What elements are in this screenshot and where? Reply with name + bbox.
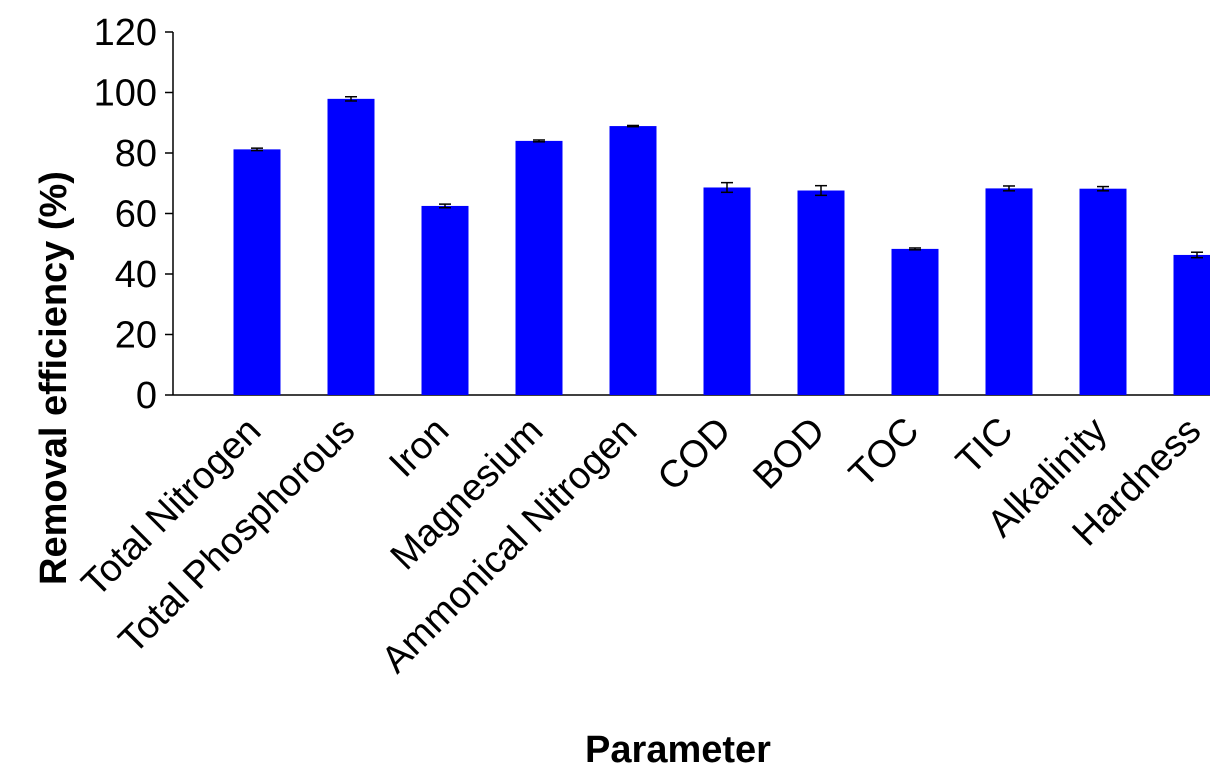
x-tick-label: COD <box>650 410 739 499</box>
bar <box>421 205 469 395</box>
bar <box>609 126 657 395</box>
bar <box>327 98 375 395</box>
bar <box>703 187 751 395</box>
y-tick-label: 120 <box>94 12 157 54</box>
y-axis: 0 20 40 60 80 100 120 <box>94 12 174 417</box>
y-axis-title: Removal efficiency (%) <box>33 171 75 585</box>
x-tick-label: TOC <box>841 410 927 496</box>
y-tick-label: 0 <box>136 375 157 417</box>
bar <box>797 190 845 395</box>
bar <box>1079 188 1127 395</box>
x-axis-title: Parameter <box>585 729 771 771</box>
x-tick-label: Iron <box>381 410 457 486</box>
bar <box>515 140 563 395</box>
y-tick-label: 100 <box>94 73 157 115</box>
y-tick-label: 60 <box>115 194 157 236</box>
x-tick-label: BOD <box>745 410 833 498</box>
bar <box>985 188 1033 395</box>
x-tick-label: TIC <box>948 410 1021 483</box>
y-tick-label: 80 <box>115 133 157 175</box>
bar <box>1173 254 1210 395</box>
y-tick-label: 40 <box>115 254 157 296</box>
bar <box>233 149 281 395</box>
bar <box>891 248 939 395</box>
bars <box>233 95 1210 395</box>
y-tick-label: 20 <box>115 315 157 357</box>
